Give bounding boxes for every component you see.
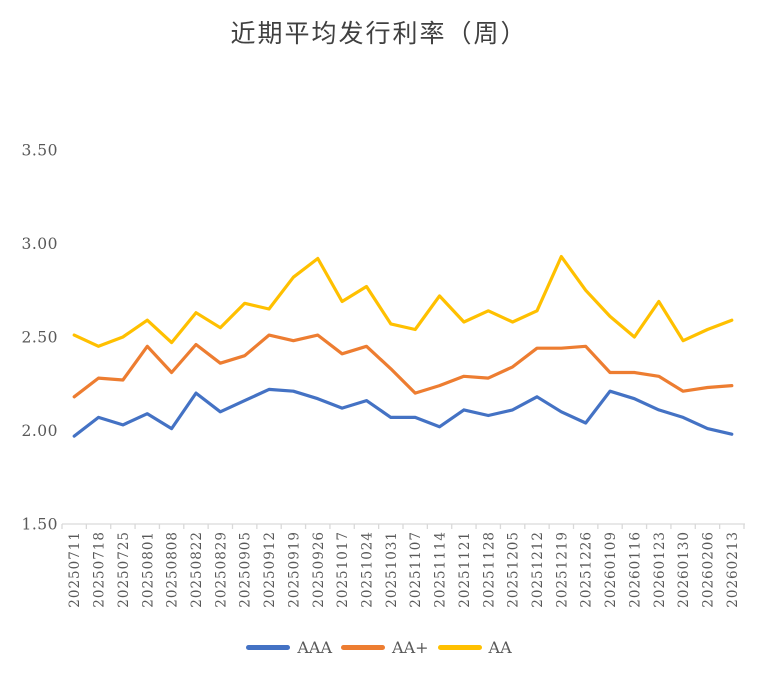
x-axis-label: 20251017 [335,531,351,608]
x-axis-label: 20251031 [384,531,400,608]
legend-label-aa-plus: AA+ [392,638,429,657]
x-axis-label: 20250905 [238,531,254,608]
legend-item-aaa: AAA [246,638,332,657]
x-axis-label: 20250912 [262,531,278,608]
x-axis-label: 20251024 [359,531,375,608]
x-axis-label: 20260109 [603,531,619,608]
x-axis-label: 20250725 [116,531,132,608]
legend-item-aa: AA [437,638,512,657]
x-axis-label: 20260123 [652,531,668,608]
x-axis-label: 20250711 [67,531,83,608]
x-axis-label: 20251212 [530,531,546,608]
x-axis-label: 20250801 [140,531,156,608]
x-axis-label: 20250829 [213,531,229,608]
y-axis-tick-label: 1.50 [21,516,58,534]
x-axis-label: 20251205 [506,531,522,608]
x-axis-label: 20250718 [92,531,108,608]
x-axis-label: 20250919 [286,531,302,608]
series-line-aaa [72,387,734,438]
legend: AAA AA+ AA [0,638,758,657]
x-axis-label: 20260206 [700,531,716,608]
series-line-aa [72,255,734,348]
x-axis-label: 20260116 [627,531,643,608]
x-axis-label: 20260213 [725,531,741,608]
x-axis-label: 20260130 [676,531,692,608]
x-axis-label: 20251121 [457,531,473,608]
x-axis-label: 20251107 [408,531,424,608]
legend-label-aa: AA [488,638,512,657]
x-axis-label: 20251226 [579,531,595,608]
y-axis-tick-label: 3.00 [21,235,58,253]
x-axis-label: 20250822 [189,531,205,608]
x-axis-label: 20251128 [481,531,497,608]
x-axis-label: 20250926 [311,531,327,608]
legend-label-aaa: AAA [297,638,333,657]
series-line-aa-plus [72,333,734,399]
y-axis-tick-label: 2.50 [21,329,58,347]
y-axis-tick-label: 3.50 [21,142,58,160]
aa-plus-line-swatch-icon [341,645,386,650]
aaa-line-swatch-icon [246,645,291,650]
x-axis-label: 20251219 [554,531,570,608]
chart-title: 近期平均发行利率（周） [230,19,528,48]
aa-line-swatch-icon [437,645,482,650]
legend-item-aa-plus: AA+ [341,638,429,657]
x-axis-label: 20251114 [433,531,449,608]
y-axis-tick-label: 2.00 [21,422,58,440]
x-axis-label: 20250808 [165,531,181,608]
